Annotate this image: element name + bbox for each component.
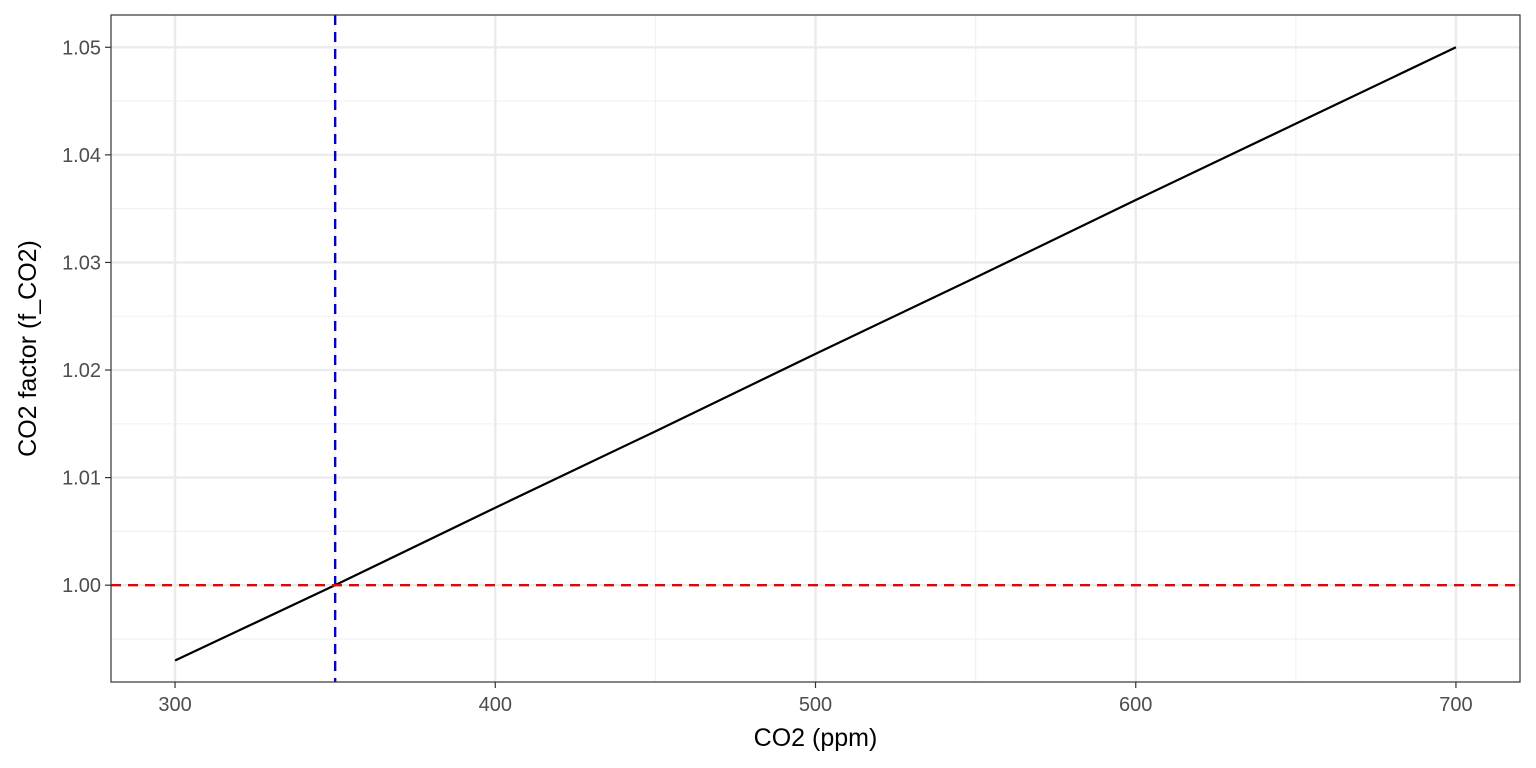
series-line-1: [174, 46, 1457, 662]
y-tick-label: 1.01: [62, 468, 101, 490]
reference-lines: [111, 15, 1520, 682]
y-tick-label: 1.04: [62, 145, 101, 167]
x-tick-label: 700: [1439, 694, 1472, 716]
y-axis-ticks: 1.00 1.01 1.02 1.03 1.04 1.05: [62, 37, 111, 597]
x-axis-ticks: 300 400 500 600 700: [158, 682, 1473, 716]
y-tick-label: 1.05: [62, 37, 101, 59]
major-grid: [111, 15, 1520, 682]
y-tick-label: 1.00: [62, 575, 101, 597]
x-tick-label: 600: [1119, 694, 1152, 716]
y-axis-title: CO2 factor (f_CO2): [14, 240, 42, 457]
series-layer: [174, 46, 1457, 662]
x-tick-label: 400: [479, 694, 512, 716]
y-tick-label: 1.02: [62, 360, 101, 382]
x-axis-title: CO2 (ppm): [754, 724, 878, 752]
x-tick-label: 500: [799, 694, 832, 716]
x-tick-label: 300: [158, 694, 191, 716]
y-tick-label: 1.03: [62, 252, 101, 274]
